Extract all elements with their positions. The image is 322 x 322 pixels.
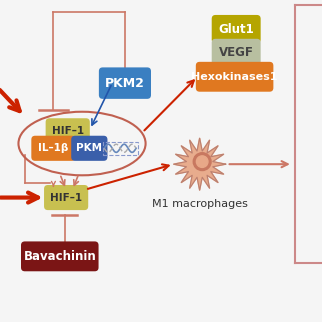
- Text: Glut1: Glut1: [218, 23, 254, 36]
- Text: M1 macrophages: M1 macrophages: [152, 199, 248, 209]
- FancyBboxPatch shape: [44, 185, 88, 210]
- FancyBboxPatch shape: [212, 39, 260, 67]
- Text: HIF–1: HIF–1: [52, 126, 84, 136]
- Text: Bavachinin: Bavachinin: [24, 250, 96, 263]
- Polygon shape: [174, 138, 226, 190]
- Circle shape: [193, 153, 211, 171]
- Text: IL–1β: IL–1β: [38, 143, 69, 153]
- FancyBboxPatch shape: [71, 136, 108, 161]
- FancyBboxPatch shape: [212, 15, 260, 43]
- Text: VEGF: VEGF: [219, 46, 254, 60]
- Text: PKM2: PKM2: [105, 77, 145, 90]
- FancyBboxPatch shape: [21, 242, 99, 271]
- FancyBboxPatch shape: [99, 67, 151, 99]
- FancyBboxPatch shape: [196, 62, 273, 92]
- FancyBboxPatch shape: [31, 136, 76, 161]
- Circle shape: [196, 156, 208, 167]
- FancyBboxPatch shape: [46, 118, 90, 143]
- Text: HIF–1: HIF–1: [50, 193, 82, 203]
- Text: Hexokinases1: Hexokinases1: [191, 72, 278, 82]
- Text: PKM: PKM: [76, 143, 102, 153]
